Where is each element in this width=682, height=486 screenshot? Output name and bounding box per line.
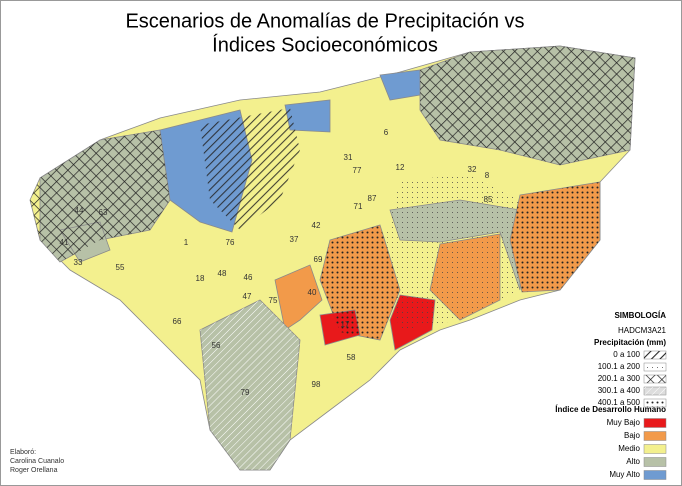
legend-swatch: [643, 418, 667, 428]
municipality-label: 87: [368, 194, 377, 203]
municipality-label: 79: [241, 388, 250, 397]
municipality-label: 17: [341, 320, 350, 329]
municipality-label: 46: [244, 273, 253, 282]
precip-overlay: [320, 225, 400, 340]
municipality-label: 32: [468, 165, 477, 174]
region: [274, 264, 323, 331]
precip-overlay: [420, 46, 635, 165]
municipality-label: 41: [60, 238, 69, 247]
municipality-label: 69: [314, 255, 323, 264]
legend-swatch: [643, 470, 667, 480]
legend-label: Medio: [618, 444, 640, 453]
legend-idh-title: Índice de Desarrollo Humano: [555, 405, 666, 414]
precip-overlay: [200, 108, 300, 230]
municipality-label: 8: [485, 171, 490, 180]
municipality-label: 33: [74, 258, 83, 267]
municipality-label: 63: [99, 208, 108, 217]
municipality-label: 6: [384, 128, 389, 137]
title-line1: Escenarios de Anomalías de Precipitación…: [125, 10, 524, 32]
credits-author: Roger Orellana: [10, 467, 58, 474]
legend-label: Muy Bajo: [607, 418, 641, 427]
municipality-label: 66: [173, 317, 182, 326]
municipality-label: 98: [312, 380, 321, 389]
municipality-label: 18: [196, 274, 205, 283]
legend-swatch: [644, 375, 666, 383]
legend-swatch: [643, 431, 667, 441]
precip-overlay: [200, 300, 300, 470]
legend-precip-title: Precipitación (mm): [594, 338, 666, 347]
legend-title: SIMBOLOGÍA: [614, 311, 666, 320]
municipality-label: 42: [312, 221, 321, 230]
legend-label: 300.1 a 400: [598, 386, 641, 395]
municipality-label: 40: [308, 288, 317, 297]
municipality-label: 56: [212, 341, 221, 350]
municipality-label: 85: [484, 195, 493, 204]
credits-heading: Elaboró:: [10, 449, 36, 456]
municipality-label: 1: [184, 238, 189, 247]
legend-label: Muy Alto: [609, 470, 640, 479]
municipality-label: 47: [243, 292, 252, 301]
municipality-label: 55: [116, 263, 125, 272]
precip-overlay: [380, 175, 520, 330]
legend-label: 100.1 a 200: [598, 362, 641, 371]
precip-overlay: [510, 182, 600, 292]
legend-label: 200.1 a 300: [598, 374, 641, 383]
legend-swatch: [643, 444, 667, 454]
municipality-label: 48: [218, 269, 227, 278]
municipality-label: 76: [226, 238, 235, 247]
municipality-label: 12: [396, 163, 405, 172]
precip-overlay: [30, 130, 170, 262]
legend-swatch: [644, 387, 666, 395]
municipality-label: 75: [269, 296, 278, 305]
legend-label: Alto: [626, 457, 640, 466]
map: [29, 45, 636, 471]
legend-swatch: [644, 351, 666, 359]
municipality-label: 31: [344, 153, 353, 162]
legend-label: 0 a 100: [613, 350, 640, 359]
legend-label: Bajo: [624, 431, 641, 440]
legend-swatch: [644, 399, 666, 407]
credits-author: Carolina Cuanalo: [10, 458, 64, 465]
legend-model: HADCM3A21: [618, 326, 667, 335]
title-line2: Índices Socioeconómicos: [212, 33, 438, 56]
legend-label: 400.1 a 500: [598, 398, 641, 407]
legend: SIMBOLOGÍA HADCM3A21 Precipitación (mm) …: [555, 311, 667, 480]
municipality-label: 77: [353, 166, 362, 175]
municipality-label: 37: [290, 235, 299, 244]
municipality-label: 71: [354, 202, 363, 211]
municipality-label: 58: [347, 353, 356, 362]
legend-swatch: [643, 457, 667, 467]
municipality-label: 44: [75, 206, 84, 215]
legend-swatch: [644, 363, 666, 371]
